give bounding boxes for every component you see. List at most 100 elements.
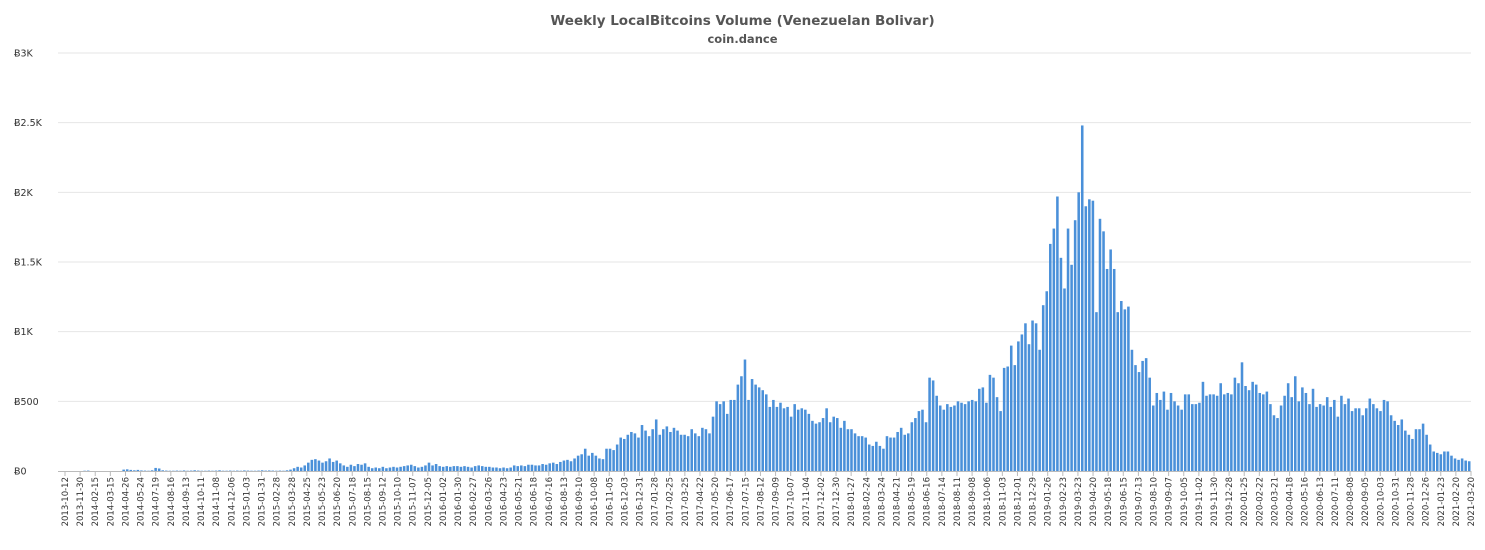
bar <box>804 409 807 471</box>
bar <box>921 409 924 471</box>
bar <box>1396 425 1400 471</box>
bar <box>963 404 967 471</box>
bar <box>882 448 885 471</box>
y-tick-label: Ƀ2K <box>14 188 34 199</box>
bar <box>1031 320 1034 471</box>
bar <box>1357 408 1361 471</box>
bar <box>1169 392 1173 471</box>
bar <box>314 459 317 471</box>
bar <box>1272 415 1276 471</box>
bar <box>509 467 512 471</box>
bar <box>420 466 424 471</box>
bar <box>1350 411 1354 471</box>
x-tick-label: 2014-08-16 <box>167 477 177 526</box>
x-tick-label: 2015-02-28 <box>273 477 283 526</box>
bar <box>1084 206 1088 471</box>
bar <box>154 467 157 471</box>
bar <box>534 465 537 471</box>
bar <box>1013 365 1017 471</box>
bar <box>321 462 324 471</box>
bar <box>1212 394 1215 471</box>
bar <box>1159 399 1162 471</box>
x-tick-label: 2018-06-16 <box>923 477 933 526</box>
bar <box>1009 345 1013 471</box>
x-tick-label: 2016-08-13 <box>560 477 570 526</box>
bar <box>488 466 491 471</box>
x-tick-label: 2014-10-11 <box>197 477 207 526</box>
x-tick-label: 2017-12-02 <box>817 477 827 526</box>
axes <box>58 471 1472 476</box>
x-tick-label: 2019-11-30 <box>1210 477 1220 526</box>
bar <box>1304 392 1308 471</box>
x-tick-label: 2016-05-21 <box>515 477 525 526</box>
bar <box>392 466 395 471</box>
x-tick-label: 2017-08-12 <box>756 477 766 526</box>
bar <box>409 464 413 471</box>
x-tick-label: 2014-12-06 <box>227 477 237 526</box>
bar <box>395 467 399 471</box>
bar <box>1123 309 1127 471</box>
x-tick-label: 2015-12-05 <box>424 477 434 526</box>
bar <box>331 461 335 471</box>
bar <box>896 431 899 471</box>
x-tick-label: 2020-10-03 <box>1376 477 1386 526</box>
bar <box>757 387 761 471</box>
bar <box>1020 334 1024 471</box>
bar <box>1315 406 1318 471</box>
x-tick-label: 2015-04-25 <box>303 477 313 526</box>
bar <box>860 436 864 471</box>
bar <box>818 422 821 471</box>
bar <box>857 436 860 471</box>
x-tick-label: 2020-03-21 <box>1270 477 1280 526</box>
bar <box>736 384 740 471</box>
x-tick-label: 2015-11-07 <box>409 477 419 526</box>
bar <box>1407 434 1411 471</box>
bar <box>1301 387 1304 471</box>
x-tick-label: 2014-09-13 <box>182 477 192 526</box>
bar <box>1325 397 1329 471</box>
bar <box>441 466 445 471</box>
bar <box>1105 268 1109 471</box>
bar <box>1421 423 1425 471</box>
bar <box>970 399 974 471</box>
x-tick-label: 2016-02-27 <box>469 477 479 526</box>
bar <box>608 448 612 471</box>
bar <box>928 377 931 471</box>
x-tick-label: 2017-07-15 <box>741 477 751 526</box>
x-tick-labels: 2013-10-12 2013-11-30 2014-02-15 2014-03-15… <box>61 477 1477 526</box>
bar <box>775 406 779 471</box>
x-tick-label: 2020-06-13 <box>1316 477 1326 526</box>
x-tick-label: 2019-01-26 <box>1044 477 1054 526</box>
bar <box>1109 249 1112 471</box>
x-tick-label: 2013-11-30 <box>76 477 86 526</box>
bar <box>555 464 559 471</box>
bar <box>875 441 878 471</box>
bar <box>1354 408 1357 471</box>
y-tick-label: Ƀ0 <box>14 467 27 478</box>
bar <box>1144 358 1148 471</box>
bar <box>1428 444 1432 471</box>
bar <box>1215 395 1219 471</box>
y-tick-label: Ƀ1K <box>14 327 34 338</box>
bar <box>1258 392 1262 471</box>
bar <box>985 402 988 471</box>
bar <box>1173 401 1176 471</box>
bar <box>399 466 402 471</box>
bar <box>779 402 782 471</box>
bar <box>1418 429 1421 471</box>
bar <box>704 429 708 471</box>
x-tick-label: 2014-04-26 <box>121 477 131 526</box>
x-tick-label: 2018-03-24 <box>877 477 887 526</box>
bar <box>1244 386 1247 471</box>
bar <box>1425 434 1428 471</box>
bar <box>1322 405 1325 471</box>
bar <box>836 418 839 471</box>
x-tick-label: 2018-05-19 <box>908 477 918 526</box>
bar <box>1240 362 1244 471</box>
bar <box>1155 392 1159 471</box>
bar <box>1400 419 1404 471</box>
x-tick-label: 2016-11-05 <box>605 477 615 526</box>
bar <box>1176 405 1180 471</box>
bar <box>122 469 125 471</box>
